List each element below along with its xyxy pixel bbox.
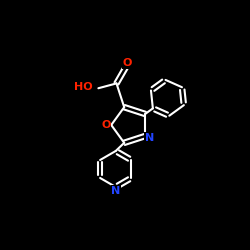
Text: O: O (122, 58, 132, 68)
Text: N: N (145, 133, 154, 143)
Text: HO: HO (74, 82, 93, 92)
Text: N: N (111, 186, 120, 196)
Text: O: O (101, 120, 110, 130)
